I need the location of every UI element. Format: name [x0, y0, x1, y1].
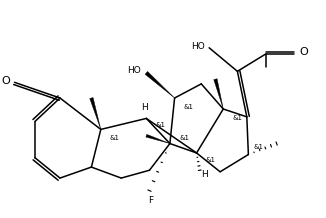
Text: O: O: [300, 48, 308, 58]
Text: &1: &1: [253, 144, 263, 150]
Text: &1: &1: [205, 157, 215, 163]
Text: H: H: [201, 170, 208, 179]
Text: &1: &1: [179, 135, 189, 141]
Text: &1: &1: [233, 115, 243, 121]
Text: &1: &1: [155, 122, 165, 128]
Text: O: O: [1, 76, 10, 86]
Polygon shape: [214, 79, 223, 109]
Text: &1: &1: [110, 135, 120, 141]
Polygon shape: [145, 72, 175, 98]
Polygon shape: [90, 97, 101, 129]
Text: HO: HO: [192, 42, 205, 51]
Text: F: F: [148, 196, 154, 205]
Text: &1: &1: [184, 104, 193, 111]
Text: H: H: [141, 102, 148, 112]
Text: HO: HO: [127, 66, 141, 75]
Polygon shape: [146, 134, 170, 143]
